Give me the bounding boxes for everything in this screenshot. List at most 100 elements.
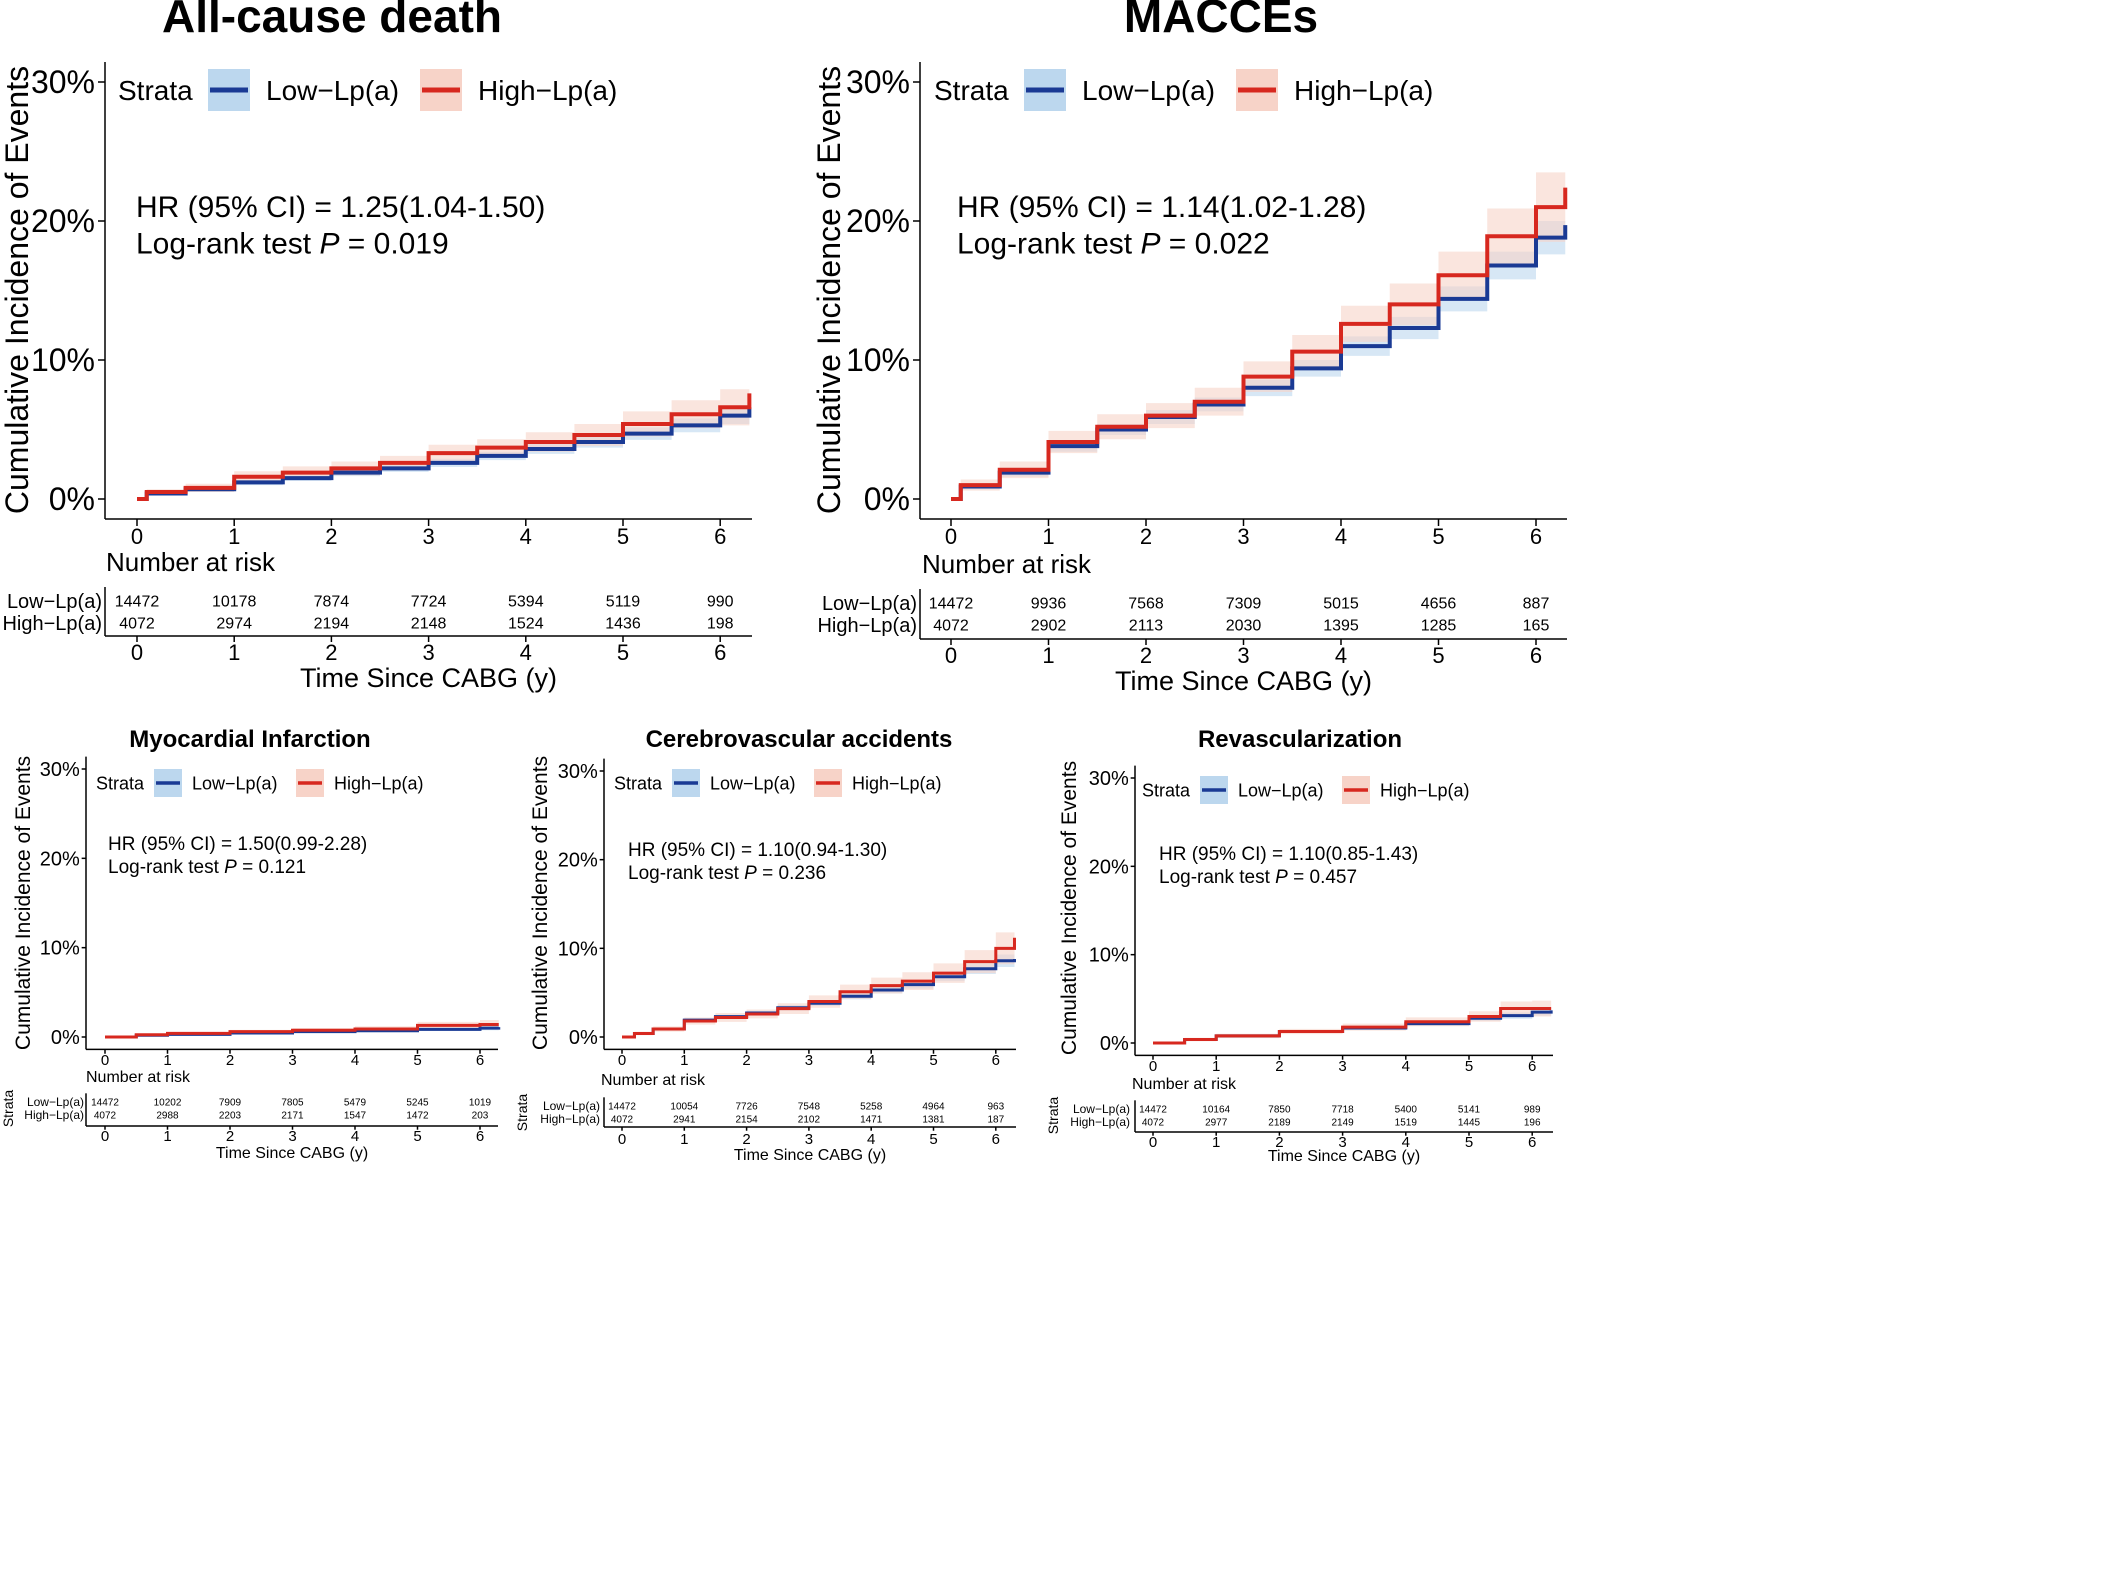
- risk-x-tick-label: 5: [929, 1131, 937, 1148]
- survival-curve-high-lpa: [1153, 1007, 1552, 1045]
- risk-count: 10054: [670, 1102, 698, 1113]
- y-axis-title: Cumulative Incidence of Events: [811, 66, 847, 514]
- risk-count: 2988: [156, 1111, 179, 1122]
- risk-count: 7718: [1331, 1105, 1354, 1116]
- x-tick-label: 5: [929, 1052, 937, 1069]
- x-tick-label: 4: [520, 524, 532, 549]
- risk-row-label-high-lpa: High−Lp(a): [24, 1108, 84, 1122]
- ci-band-high-lpa: [951, 140, 1566, 499]
- risk-table-title: Number at risk: [922, 549, 1092, 579]
- x-tick-label: 1: [1042, 524, 1054, 549]
- risk-count: 4072: [119, 616, 155, 633]
- risk-count: 989: [1524, 1105, 1541, 1116]
- risk-count: 4964: [922, 1102, 945, 1113]
- risk-row-label-high-lpa: High−Lp(a): [2, 613, 102, 635]
- risk-count: 2171: [281, 1111, 304, 1122]
- risk-count: 7726: [735, 1102, 758, 1113]
- logrank-p-value: = 0.457: [1288, 867, 1357, 888]
- risk-x-tick-label: 1: [680, 1131, 688, 1148]
- risk-x-tick-label: 5: [413, 1128, 421, 1145]
- risk-table-title: Number at risk: [1132, 1076, 1237, 1093]
- legend-title: Strata: [118, 75, 193, 106]
- risk-count: 198: [707, 616, 734, 633]
- risk-row-label-high-lpa: High−Lp(a): [817, 615, 917, 637]
- y-tick-label: 20%: [31, 203, 95, 239]
- risk-count: 1519: [1395, 1118, 1418, 1129]
- risk-count: 963: [987, 1102, 1004, 1113]
- legend-label-high-lpa: High−Lp(a): [478, 75, 617, 106]
- x-tick-label: 3: [805, 1052, 813, 1069]
- x-tick-label: 1: [680, 1052, 688, 1069]
- logrank-annotation: Log-rank test P = 0.019: [136, 228, 449, 261]
- chart-panel-2: MACCEs 0% 10% 20% 30% 0 1 2 3 4 5 6 Cumulative Incid…: [811, 0, 1568, 696]
- legend-title: Strata: [1142, 780, 1191, 800]
- chart-title: MACCEs: [1124, 0, 1318, 42]
- legend-label-low-lpa: Low−Lp(a): [1238, 780, 1324, 800]
- x-tick-label: 3: [422, 524, 434, 549]
- risk-count: 7805: [281, 1098, 304, 1109]
- risk-count: 187: [987, 1115, 1004, 1126]
- risk-count: 2902: [1031, 618, 1067, 635]
- risk-count: 1381: [922, 1115, 945, 1126]
- legend-label-low-lpa: Low−Lp(a): [710, 773, 796, 793]
- x-tick-label: 2: [325, 524, 337, 549]
- chart-title: All-cause death: [162, 0, 502, 42]
- risk-row-label-low-lpa: Low−Lp(a): [1073, 1102, 1130, 1116]
- risk-count: 1019: [469, 1098, 492, 1109]
- risk-count: 2148: [411, 616, 447, 633]
- risk-count: 165: [1523, 618, 1550, 635]
- risk-count: 2154: [735, 1115, 758, 1126]
- risk-x-tick-label: 4: [351, 1128, 359, 1145]
- x-tick-label: 6: [992, 1052, 1000, 1069]
- risk-count: 14472: [91, 1098, 119, 1109]
- risk-x-tick-label: 1: [1212, 1134, 1220, 1151]
- chart-panel-4: Cerebrovascular accidents 0% 10% 20% 30% 0 1 2 3…: [514, 726, 1016, 1164]
- chart-panel-1: All-cause death 0% 10% 20% 30% 0 1 2 3 4 5 6 Cumulat…: [0, 0, 752, 693]
- risk-count: 14472: [608, 1102, 636, 1113]
- risk-count: 1524: [508, 616, 544, 633]
- y-axis-title: Cumulative Incidence of Events: [1058, 761, 1081, 1055]
- hr-annotation: HR (95% CI) = 1.10(0.85-1.43): [1159, 844, 1418, 865]
- risk-x-tick-label: 1: [1042, 643, 1054, 668]
- survival-curve-high-lpa: [137, 393, 752, 501]
- y-tick-label: 20%: [846, 203, 910, 239]
- y-axis-title: Cumulative Incidence of Events: [529, 756, 552, 1050]
- y-tick-label: 30%: [846, 64, 910, 100]
- risk-x-tick-label: 5: [1465, 1134, 1473, 1151]
- logrank-prefix: Log-rank test: [108, 857, 224, 878]
- logrank-annotation: Log-rank test P = 0.022: [957, 228, 1270, 261]
- risk-count: 10178: [212, 594, 257, 611]
- risk-x-tick-label: 3: [288, 1128, 296, 1145]
- logrank-annotation: Log-rank test P = 0.236: [628, 863, 826, 884]
- risk-x-tick-label: 6: [992, 1131, 1000, 1148]
- risk-x-tick-label: 0: [945, 643, 957, 668]
- x-tick-label: 4: [1402, 1058, 1410, 1075]
- risk-row-label-low-lpa: Low−Lp(a): [7, 591, 102, 613]
- risk-table-title: Number at risk: [106, 547, 276, 577]
- risk-x-tick-label: 0: [618, 1131, 626, 1148]
- x-tick-label: 5: [1465, 1058, 1473, 1075]
- risk-count: 2194: [314, 616, 350, 633]
- legend-title: Strata: [614, 773, 663, 793]
- logrank-p-symbol: P: [224, 857, 237, 878]
- y-tick-label: 30%: [558, 761, 598, 783]
- x-tick-label: 4: [351, 1052, 359, 1069]
- risk-count: 196: [1524, 1118, 1541, 1129]
- y-axis-title: Cumulative Incidence of Events: [12, 756, 35, 1050]
- legend-label-low-lpa: Low−Lp(a): [192, 773, 278, 793]
- risk-row-label-low-lpa: Low−Lp(a): [543, 1099, 600, 1113]
- risk-x-tick-label: 6: [714, 640, 726, 665]
- risk-x-tick-label: 4: [1402, 1134, 1410, 1151]
- x-axis-title: Time Since CABG (y): [300, 663, 557, 693]
- risk-x-tick-label: 2: [1275, 1134, 1283, 1151]
- risk-x-tick-label: 3: [805, 1131, 813, 1148]
- y-tick-label: 10%: [40, 938, 80, 960]
- risk-x-tick-label: 1: [228, 640, 240, 665]
- risk-table-title: Number at risk: [601, 1072, 706, 1089]
- risk-count: 2974: [216, 616, 252, 633]
- risk-x-tick-label: 6: [1530, 643, 1542, 668]
- chart-panel-5: Revascularization 0% 10% 20% 30% 0 1 2 3 4 5 6 Cumul…: [1045, 726, 1553, 1165]
- risk-x-tick-label: 3: [422, 640, 434, 665]
- logrank-p-value: = 0.121: [237, 857, 306, 878]
- y-tick-label: 20%: [558, 850, 598, 872]
